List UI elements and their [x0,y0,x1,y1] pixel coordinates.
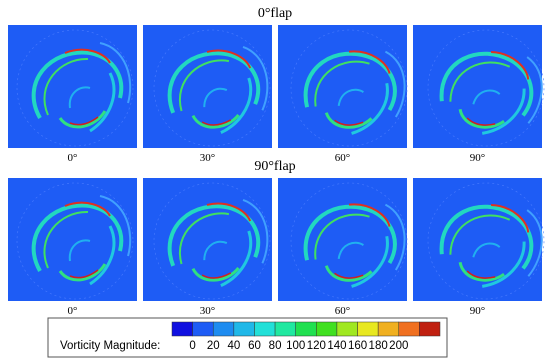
color-swatch [233,321,255,337]
colorbar-tick-label: 140 [327,340,346,352]
color-swatch [377,321,400,337]
colorbar-label: Vorticity Magnitude: [60,340,160,352]
panel-image [413,178,542,301]
color-swatch [295,321,317,337]
colorbar: Vorticity Magnitude: 0 20 40 60 80 100 120 140 1… [47,317,448,358]
panel-label: 0° [68,152,78,164]
panel-label: 0° [68,305,78,317]
colorbar-tick-label: 200 [389,340,408,352]
panel-image [143,25,272,148]
color-swatch [192,321,214,337]
panel: 30° [143,173,280,317]
panel-label: 30° [200,305,215,317]
panel-label: 90° [470,152,485,164]
color-swatch [254,321,276,337]
panels: 0°flap 0° 30° 60° 90° 90°flap 0° 30° 60° 90° [8,6,550,320]
colorbar-tick-label: 160 [348,340,367,352]
panel: 0° [8,25,137,164]
panel-image [8,178,137,301]
colorbar-tick-label: 100 [286,340,305,352]
panel: 60° [275,14,423,164]
colorbar-tick-label: 80 [269,340,282,352]
colorbar-tick-label: 40 [227,340,240,352]
colorbar-tick-label: 120 [307,340,326,352]
color-swatch [171,321,193,337]
panel: 60° [275,167,423,317]
panel: 0° [8,178,137,317]
color-swatch [274,321,296,337]
panel-label: 30° [200,152,215,164]
panel: 90° [407,162,550,320]
panel-image [413,25,542,148]
row-title: 90°flap [254,159,295,174]
color-swatch [316,321,338,337]
color-swatch [336,321,358,337]
colorbar-tick-label: 0 [189,340,195,352]
color-swatch [357,321,379,337]
color-swatch [419,321,441,337]
panel-label: 60° [335,305,350,317]
panel-label: 60° [335,152,350,164]
panel: 30° [143,20,280,164]
panel-image [8,25,137,148]
panel-label: 90° [470,305,485,317]
color-swatch [212,321,235,337]
color-swatch [398,321,420,337]
colorbar-tick-label: 60 [248,340,261,352]
panel-image [143,178,272,301]
panel: 90° [407,9,550,167]
colorbar-tick-label: 180 [369,340,388,352]
colorbar-tick-label: 20 [207,340,220,352]
row-title: 0°flap [258,6,292,21]
